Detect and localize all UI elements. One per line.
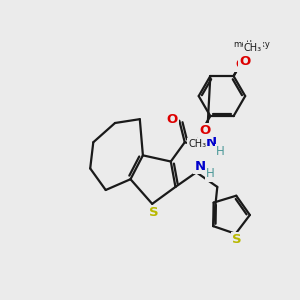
Text: H: H	[216, 145, 225, 158]
Text: methoxy: methoxy	[234, 40, 271, 49]
Text: N: N	[195, 160, 206, 172]
Text: O: O	[199, 124, 211, 137]
Text: CH₃: CH₃	[244, 43, 262, 53]
Text: O: O	[235, 58, 246, 70]
Text: CH₃: CH₃	[188, 139, 206, 149]
Text: H: H	[206, 167, 215, 180]
Text: S: S	[149, 206, 159, 219]
Text: O: O	[240, 55, 251, 68]
Text: N: N	[206, 136, 217, 149]
Text: S: S	[232, 233, 242, 246]
Text: O: O	[167, 113, 178, 126]
